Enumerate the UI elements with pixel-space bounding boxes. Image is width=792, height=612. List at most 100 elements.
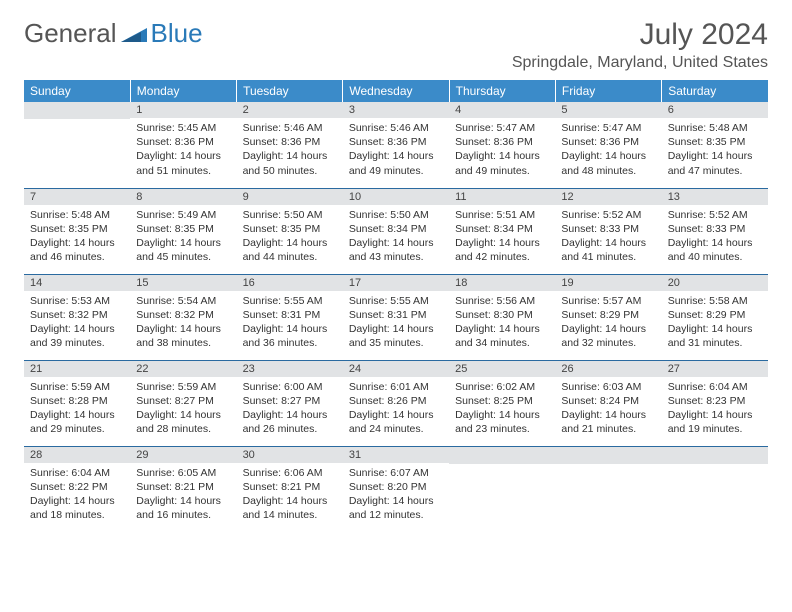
day-data: Sunrise: 5:57 AMSunset: 8:29 PMDaylight:…	[555, 291, 661, 357]
day-line: Sunset: 8:36 PM	[243, 135, 337, 149]
day-line: Sunset: 8:36 PM	[349, 135, 443, 149]
day-line: and 36 minutes.	[243, 336, 337, 350]
day-line: Sunset: 8:34 PM	[349, 222, 443, 236]
day-line: Sunrise: 5:53 AM	[30, 294, 124, 308]
day-line: Sunrise: 5:59 AM	[30, 380, 124, 394]
day-line: Daylight: 14 hours	[668, 408, 762, 422]
day-line: Daylight: 14 hours	[136, 149, 230, 163]
day-line: and 42 minutes.	[455, 250, 549, 264]
day-data: Sunrise: 5:45 AMSunset: 8:36 PMDaylight:…	[130, 118, 236, 184]
day-line: and 45 minutes.	[136, 250, 230, 264]
day-number: 8	[130, 189, 236, 205]
day-line: Daylight: 14 hours	[668, 236, 762, 250]
day-number: 9	[237, 189, 343, 205]
day-line: and 41 minutes.	[561, 250, 655, 264]
day-cell: 30Sunrise: 6:06 AMSunset: 8:21 PMDayligh…	[237, 446, 343, 532]
day-line: Sunrise: 6:07 AM	[349, 466, 443, 480]
day-data: Sunrise: 5:52 AMSunset: 8:33 PMDaylight:…	[662, 205, 768, 271]
day-data: Sunrise: 6:01 AMSunset: 8:26 PMDaylight:…	[343, 377, 449, 443]
header: GeneralBlue July 2024 Springdale, Maryla…	[24, 18, 768, 72]
day-line: and 16 minutes.	[136, 508, 230, 522]
day-line: Daylight: 14 hours	[30, 322, 124, 336]
day-line: Daylight: 14 hours	[30, 408, 124, 422]
logo-triangle-icon	[121, 18, 147, 49]
day-data: Sunrise: 6:03 AMSunset: 8:24 PMDaylight:…	[555, 377, 661, 443]
day-line: Sunrise: 5:58 AM	[668, 294, 762, 308]
weekday-header: Friday	[555, 80, 661, 102]
day-number: 27	[662, 361, 768, 377]
day-line: Daylight: 14 hours	[561, 149, 655, 163]
empty-day-number	[449, 447, 555, 464]
day-data: Sunrise: 5:47 AMSunset: 8:36 PMDaylight:…	[449, 118, 555, 184]
day-number: 24	[343, 361, 449, 377]
day-line: Daylight: 14 hours	[243, 149, 337, 163]
day-cell: 4Sunrise: 5:47 AMSunset: 8:36 PMDaylight…	[449, 102, 555, 188]
day-number: 30	[237, 447, 343, 463]
day-line: and 24 minutes.	[349, 422, 443, 436]
day-data: Sunrise: 6:06 AMSunset: 8:21 PMDaylight:…	[237, 463, 343, 529]
weekday-header-row: Sunday Monday Tuesday Wednesday Thursday…	[24, 80, 768, 102]
day-number: 26	[555, 361, 661, 377]
day-number: 2	[237, 102, 343, 118]
day-line: Sunrise: 5:48 AM	[668, 121, 762, 135]
day-data: Sunrise: 5:59 AMSunset: 8:27 PMDaylight:…	[130, 377, 236, 443]
day-line: Sunrise: 5:46 AM	[243, 121, 337, 135]
calendar-body: 1Sunrise: 5:45 AMSunset: 8:36 PMDaylight…	[24, 102, 768, 532]
calendar-table: Sunday Monday Tuesday Wednesday Thursday…	[24, 80, 768, 532]
day-line: Daylight: 14 hours	[136, 494, 230, 508]
day-line: Daylight: 14 hours	[349, 494, 443, 508]
day-cell: 16Sunrise: 5:55 AMSunset: 8:31 PMDayligh…	[237, 274, 343, 360]
day-cell: 12Sunrise: 5:52 AMSunset: 8:33 PMDayligh…	[555, 188, 661, 274]
day-line: Sunrise: 5:52 AM	[561, 208, 655, 222]
day-number: 29	[130, 447, 236, 463]
day-line: and 35 minutes.	[349, 336, 443, 350]
day-cell: 19Sunrise: 5:57 AMSunset: 8:29 PMDayligh…	[555, 274, 661, 360]
day-line: Daylight: 14 hours	[243, 322, 337, 336]
day-line: and 50 minutes.	[243, 164, 337, 178]
day-line: Sunrise: 6:04 AM	[30, 466, 124, 480]
day-line: Sunset: 8:24 PM	[561, 394, 655, 408]
weekday-header: Saturday	[662, 80, 768, 102]
day-line: Daylight: 14 hours	[349, 408, 443, 422]
day-line: Daylight: 14 hours	[561, 236, 655, 250]
calendar-page: GeneralBlue July 2024 Springdale, Maryla…	[0, 0, 792, 550]
day-number: 11	[449, 189, 555, 205]
day-cell: 18Sunrise: 5:56 AMSunset: 8:30 PMDayligh…	[449, 274, 555, 360]
day-cell: 10Sunrise: 5:50 AMSunset: 8:34 PMDayligh…	[343, 188, 449, 274]
week-row: 1Sunrise: 5:45 AMSunset: 8:36 PMDaylight…	[24, 102, 768, 188]
day-cell: 13Sunrise: 5:52 AMSunset: 8:33 PMDayligh…	[662, 188, 768, 274]
day-line: and 48 minutes.	[561, 164, 655, 178]
day-line: Sunrise: 5:59 AM	[136, 380, 230, 394]
day-line: Sunset: 8:35 PM	[136, 222, 230, 236]
day-line: Sunrise: 5:47 AM	[455, 121, 549, 135]
day-line: Sunset: 8:21 PM	[243, 480, 337, 494]
day-line: Daylight: 14 hours	[455, 149, 549, 163]
day-line: and 31 minutes.	[668, 336, 762, 350]
title-block: July 2024 Springdale, Maryland, United S…	[512, 18, 768, 72]
day-cell: 9Sunrise: 5:50 AMSunset: 8:35 PMDaylight…	[237, 188, 343, 274]
weekday-header: Tuesday	[237, 80, 343, 102]
day-line: and 28 minutes.	[136, 422, 230, 436]
day-line: Sunset: 8:21 PM	[136, 480, 230, 494]
day-data: Sunrise: 6:02 AMSunset: 8:25 PMDaylight:…	[449, 377, 555, 443]
day-cell: 1Sunrise: 5:45 AMSunset: 8:36 PMDaylight…	[130, 102, 236, 188]
day-data: Sunrise: 5:49 AMSunset: 8:35 PMDaylight:…	[130, 205, 236, 271]
day-line: Sunset: 8:35 PM	[243, 222, 337, 236]
day-line: and 19 minutes.	[668, 422, 762, 436]
week-row: 7Sunrise: 5:48 AMSunset: 8:35 PMDaylight…	[24, 188, 768, 274]
day-number: 3	[343, 102, 449, 118]
day-data: Sunrise: 5:48 AMSunset: 8:35 PMDaylight:…	[24, 205, 130, 271]
day-cell: 2Sunrise: 5:46 AMSunset: 8:36 PMDaylight…	[237, 102, 343, 188]
day-cell: 27Sunrise: 6:04 AMSunset: 8:23 PMDayligh…	[662, 360, 768, 446]
weekday-header: Thursday	[449, 80, 555, 102]
day-line: Daylight: 14 hours	[455, 322, 549, 336]
day-line: and 12 minutes.	[349, 508, 443, 522]
day-data: Sunrise: 5:59 AMSunset: 8:28 PMDaylight:…	[24, 377, 130, 443]
day-line: Sunset: 8:33 PM	[561, 222, 655, 236]
day-data: Sunrise: 5:51 AMSunset: 8:34 PMDaylight:…	[449, 205, 555, 271]
day-cell: 29Sunrise: 6:05 AMSunset: 8:21 PMDayligh…	[130, 446, 236, 532]
day-line: Sunset: 8:29 PM	[668, 308, 762, 322]
day-data: Sunrise: 5:46 AMSunset: 8:36 PMDaylight:…	[237, 118, 343, 184]
day-cell: 23Sunrise: 6:00 AMSunset: 8:27 PMDayligh…	[237, 360, 343, 446]
day-line: Sunset: 8:31 PM	[243, 308, 337, 322]
